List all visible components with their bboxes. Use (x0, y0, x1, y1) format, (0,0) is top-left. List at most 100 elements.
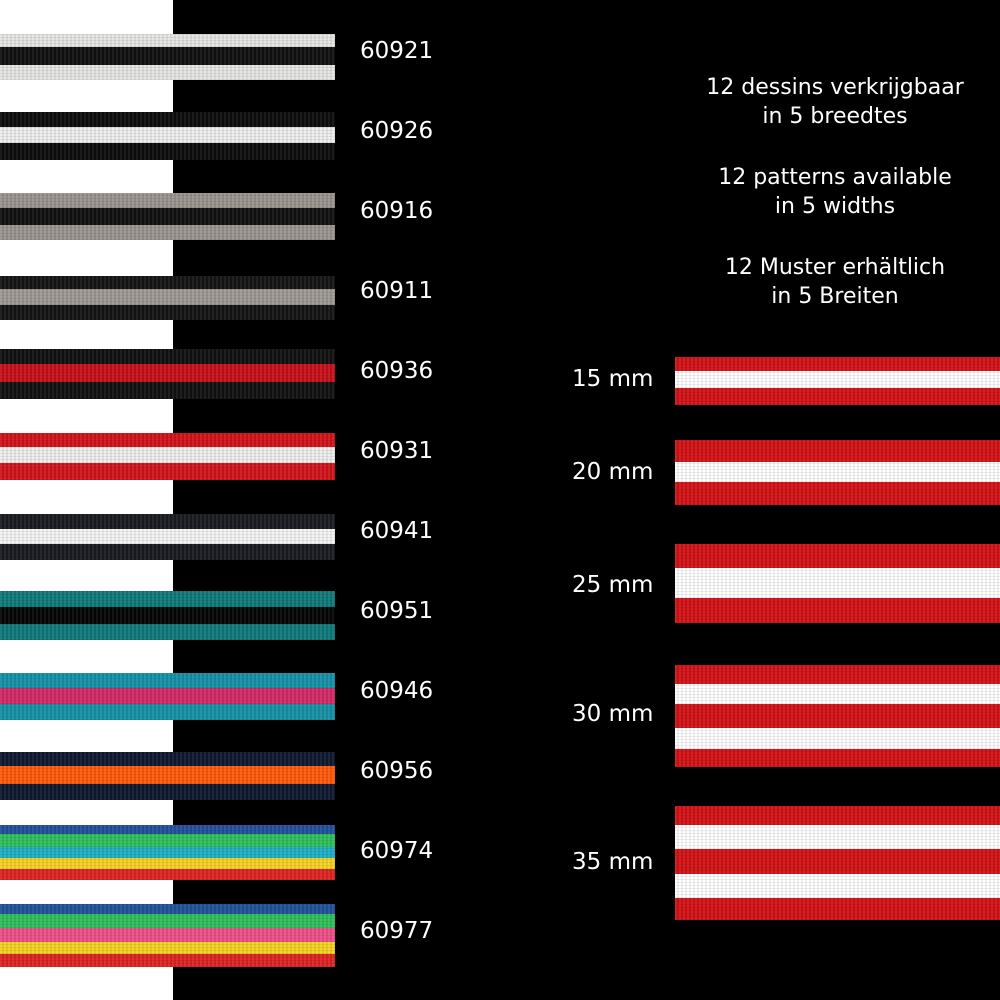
ribbon-stripe (0, 673, 335, 688)
ribbon-stripe (0, 529, 335, 544)
ribbon-stripe (0, 225, 335, 240)
ribbon-sample-60946 (0, 673, 335, 720)
ribbon-stripe (0, 624, 335, 640)
ribbon-stripe (0, 447, 335, 463)
width-sample-15mm (675, 357, 1000, 405)
ribbon-stripe (0, 289, 335, 305)
ribbon-sample-60951 (0, 591, 335, 640)
ribbon-stripe (675, 874, 1000, 898)
info-german: 12 Muster erhältlich in 5 Breiten (680, 253, 990, 311)
ribbon-stripe (675, 684, 1000, 704)
pattern-code: 60926 (360, 118, 434, 144)
ribbon-stripe (0, 607, 335, 624)
ribbon-sample-60911 (0, 276, 335, 320)
pattern-code: 60941 (360, 518, 434, 544)
ribbon-stripe (675, 568, 1000, 598)
info-line: 12 Muster erhältlich (724, 255, 946, 280)
ribbon-stripe (0, 143, 335, 160)
width-sample-35mm (675, 806, 1000, 920)
ribbon-sample-60916 (0, 193, 335, 240)
info-line: in 5 Breiten (771, 284, 899, 309)
ribbon-stripe (0, 127, 335, 143)
width-label: 35 mm (572, 849, 654, 875)
width-sample-30mm (675, 665, 1000, 767)
pattern-code: 60921 (360, 38, 434, 64)
ribbon-stripe (675, 371, 1000, 388)
ribbon-stripe (0, 276, 335, 289)
ribbon-stripe (0, 847, 335, 858)
ribbon-stripe (0, 688, 335, 704)
ribbon-stripe (0, 704, 335, 720)
ribbon-stripe (675, 544, 1000, 568)
ribbon-stripe (675, 482, 1000, 505)
pattern-code: 60911 (360, 278, 434, 304)
ribbon-stripe (0, 591, 335, 607)
ribbon-stripe (0, 858, 335, 869)
ribbon-sample-60956 (0, 752, 335, 800)
ribbon-stripe (675, 749, 1000, 767)
ribbon-stripe (0, 305, 335, 320)
width-sample-20mm (675, 440, 1000, 505)
ribbon-stripe (675, 825, 1000, 849)
ribbon-stripe (0, 514, 335, 529)
ribbon-stripe (0, 869, 335, 880)
ribbon-stripe (0, 463, 335, 480)
ribbon-sample-60936 (0, 349, 335, 399)
pattern-code: 60956 (360, 758, 434, 784)
ribbon-stripe (0, 752, 335, 766)
info-line: 12 dessins verkrijgbaar (706, 75, 964, 100)
ribbon-stripe (0, 928, 335, 942)
ribbon-sample-60926 (0, 112, 335, 160)
ribbon-stripe (0, 784, 335, 800)
ribbon-stripe (0, 904, 335, 914)
ribbon-stripe (675, 728, 1000, 749)
ribbon-stripe (0, 766, 335, 784)
ribbon-stripe (0, 349, 335, 364)
ribbon-sample-60974 (0, 825, 335, 880)
ribbon-stripe (0, 825, 335, 834)
ribbon-stripe (0, 208, 335, 225)
pattern-code: 60916 (360, 198, 434, 224)
info-line: in 5 breedtes (762, 104, 908, 129)
ribbon-stripe (0, 65, 335, 80)
ribbon-sample-60921 (0, 34, 335, 80)
ribbon-sample-60977 (0, 904, 335, 967)
ribbon-sample-60931 (0, 433, 335, 480)
info-line: 12 patterns available (718, 165, 952, 190)
ribbon-stripe (675, 849, 1000, 874)
width-label: 15 mm (572, 366, 654, 392)
info-english: 12 patterns available in 5 widths (680, 163, 990, 221)
pattern-code: 60977 (360, 918, 434, 944)
pattern-code: 60946 (360, 678, 434, 704)
ribbon-stripe (675, 357, 1000, 371)
ribbon-stripe (675, 462, 1000, 482)
ribbon-stripe (675, 665, 1000, 684)
ribbon-stripe (0, 34, 335, 47)
ribbon-stripe (0, 364, 335, 382)
ribbon-stripe (675, 806, 1000, 825)
width-label: 20 mm (572, 459, 654, 485)
ribbon-stripe (0, 914, 335, 928)
ribbon-stripe (0, 382, 335, 399)
ribbon-stripe (0, 433, 335, 447)
ribbon-stripe (0, 112, 335, 127)
pattern-code: 60931 (360, 438, 434, 464)
info-line: in 5 widths (774, 194, 896, 219)
pattern-code: 60951 (360, 598, 434, 624)
ribbon-stripe (0, 193, 335, 208)
ribbon-stripe (0, 544, 335, 560)
ribbon-stripe (675, 440, 1000, 462)
ribbon-stripe (675, 704, 1000, 728)
ribbon-stripe (0, 47, 335, 65)
ribbon-sample-60941 (0, 514, 335, 560)
width-label: 30 mm (572, 701, 654, 727)
pattern-code: 60936 (360, 358, 434, 384)
ribbon-stripe (675, 898, 1000, 920)
ribbon-stripe (675, 388, 1000, 405)
ribbon-stripe (675, 598, 1000, 623)
ribbon-stripe (0, 954, 335, 967)
width-label: 25 mm (572, 572, 654, 598)
ribbon-stripe (0, 942, 335, 954)
pattern-code: 60974 (360, 838, 434, 864)
info-dutch: 12 dessins verkrijgbaar in 5 breedtes (680, 73, 990, 131)
